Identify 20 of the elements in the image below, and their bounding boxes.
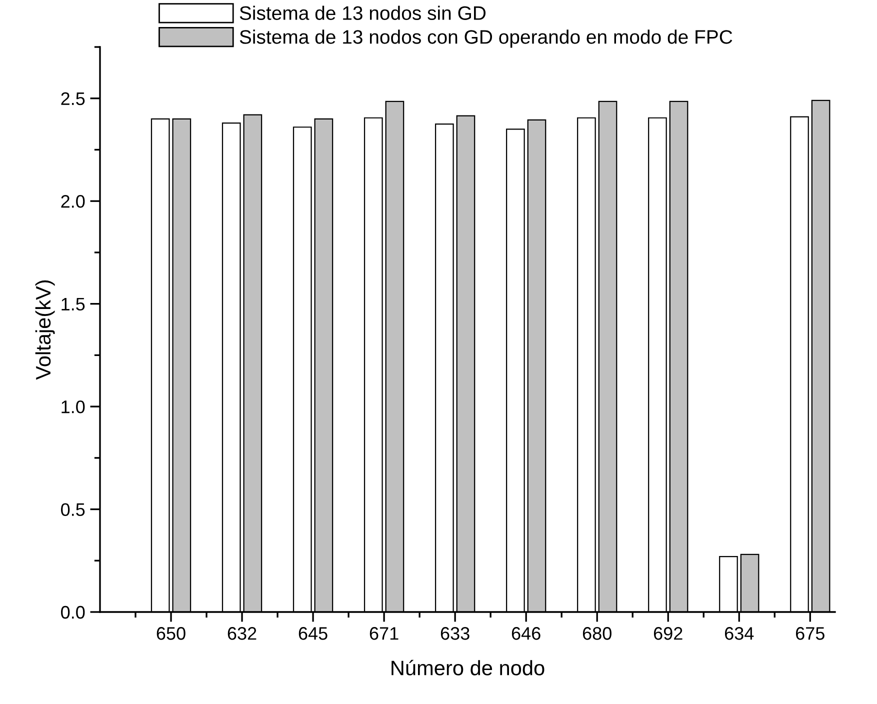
y-tick-label: 1.0 — [62, 400, 85, 414]
legend-label: Sistema de 13 nodos con GD operando en modo de FPC — [240, 30, 732, 48]
legend-label: Sistema de 13 nodos sin GD — [240, 6, 486, 20]
x-tick-label: 692 — [654, 627, 682, 640]
y-tick-label: 2.0 — [61, 195, 85, 208]
x-tick-label: 633 — [440, 627, 470, 640]
y-tick-label: 1.5 — [62, 298, 85, 311]
y-tick-label: 2.5 — [61, 92, 85, 106]
x-tick-label: 671 — [370, 627, 398, 640]
x-tick-label: 634 — [724, 627, 754, 640]
x-axis-title: Número de nodo — [392, 660, 544, 676]
y-tick-label: 0.5 — [61, 503, 85, 516]
y-axis-title: Voltaje(kV) — [35, 280, 55, 380]
x-tick-label: 645 — [298, 627, 328, 640]
x-tick-label: 680 — [582, 627, 612, 640]
x-tick-label: 632 — [228, 627, 256, 640]
y-tick-label: 0.0 — [61, 606, 85, 619]
x-tick-label: 646 — [512, 627, 540, 640]
x-tick-label: 650 — [156, 627, 186, 640]
x-tick-label: 675 — [796, 627, 824, 640]
